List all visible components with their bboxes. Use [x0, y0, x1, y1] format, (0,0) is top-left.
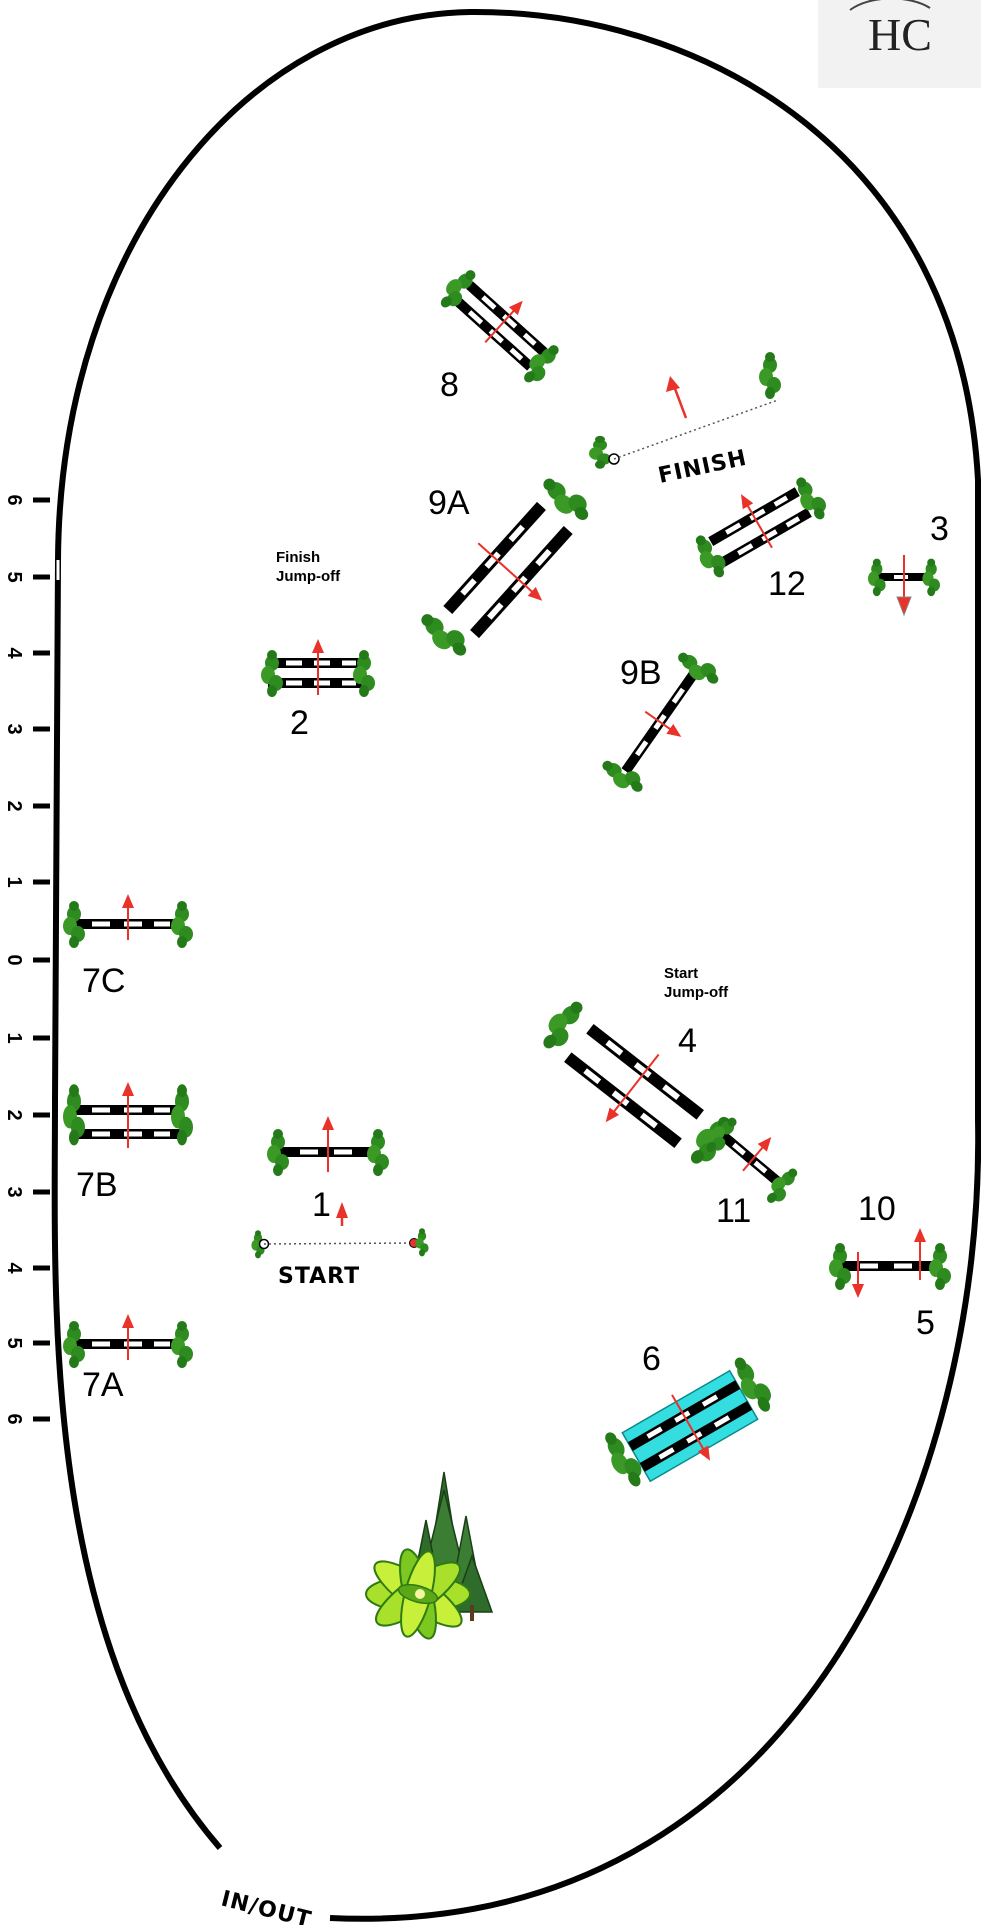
fence-8 — [434, 264, 566, 389]
fence-6 — [597, 1352, 779, 1492]
fence-8-number: 8 — [440, 366, 459, 404]
fence-7c — [63, 894, 193, 948]
fence-6-number: 6 — [642, 1340, 661, 1378]
fence-1 — [267, 1116, 389, 1176]
start-jumpoff-label: Start — [664, 965, 698, 982]
fence-12 — [688, 472, 832, 583]
fence-9b-number: 9B — [620, 654, 662, 692]
scale-label: 1 — [3, 876, 25, 887]
fence-7a-number: 7A — [82, 1366, 124, 1404]
fence-7b — [63, 1082, 193, 1148]
shrub-decoration — [365, 1548, 471, 1640]
fence-11 — [700, 1112, 804, 1209]
svg-text:HC: HC — [868, 9, 932, 60]
fence-9a — [414, 470, 596, 664]
logo: HC — [818, 0, 981, 88]
scale-label: 3 — [3, 1186, 25, 1197]
fence-7c-number: 7C — [82, 962, 125, 1000]
in-out-label: IN/OUT — [219, 1887, 315, 1925]
scale-label: 6 — [3, 494, 25, 505]
scale-label: 1 — [3, 1032, 25, 1043]
finish-jumpoff-label: Jump-off — [276, 568, 341, 585]
fence-7a — [63, 1314, 193, 1368]
fence-5-number: 5 — [916, 1304, 935, 1342]
scale-label: 3 — [3, 723, 25, 734]
direction-arrow — [484, 306, 519, 344]
fence-2 — [261, 639, 375, 697]
finish-label: FINISH — [656, 446, 749, 489]
scale-label: 5 — [3, 571, 25, 582]
fence-2-number: 2 — [290, 704, 309, 742]
finish-line: FINISH — [589, 352, 781, 489]
scale-label: 2 — [3, 1109, 25, 1120]
fence-11-number: 11 — [716, 1192, 751, 1230]
fence-10-5 — [829, 1228, 951, 1298]
fence-1-number: 1 — [312, 1186, 331, 1224]
finish-jumpoff-label: Finish — [276, 549, 320, 566]
fence-4 — [535, 994, 739, 1171]
scale-label: 4 — [3, 1262, 25, 1274]
fence-3 — [868, 555, 940, 617]
fence-4-number: 4 — [678, 1022, 697, 1060]
fence-9b — [596, 645, 724, 799]
scale-label: 0 — [3, 954, 25, 965]
fence-12-number: 12 — [768, 565, 806, 603]
start-label: START — [278, 1264, 360, 1289]
scale-label: 5 — [3, 1337, 25, 1348]
fence-7b-number: 7B — [76, 1166, 118, 1204]
scale-ticks — [33, 497, 50, 1422]
arena-outline — [51, 8, 981, 1922]
scale-label: 4 — [3, 647, 25, 659]
fence-9a-number: 9A — [428, 484, 470, 522]
start-line: START — [251, 1202, 429, 1289]
scale-label: 2 — [3, 800, 25, 811]
fence-10-number: 10 — [858, 1190, 896, 1228]
start-jumpoff-label: Jump-off — [664, 984, 729, 1001]
scale-labels: 6 5 4 3 2 1 0 1 2 3 4 5 6 — [3, 494, 25, 1424]
scale-label: 6 — [3, 1413, 25, 1424]
fence-3-number: 3 — [930, 510, 949, 548]
